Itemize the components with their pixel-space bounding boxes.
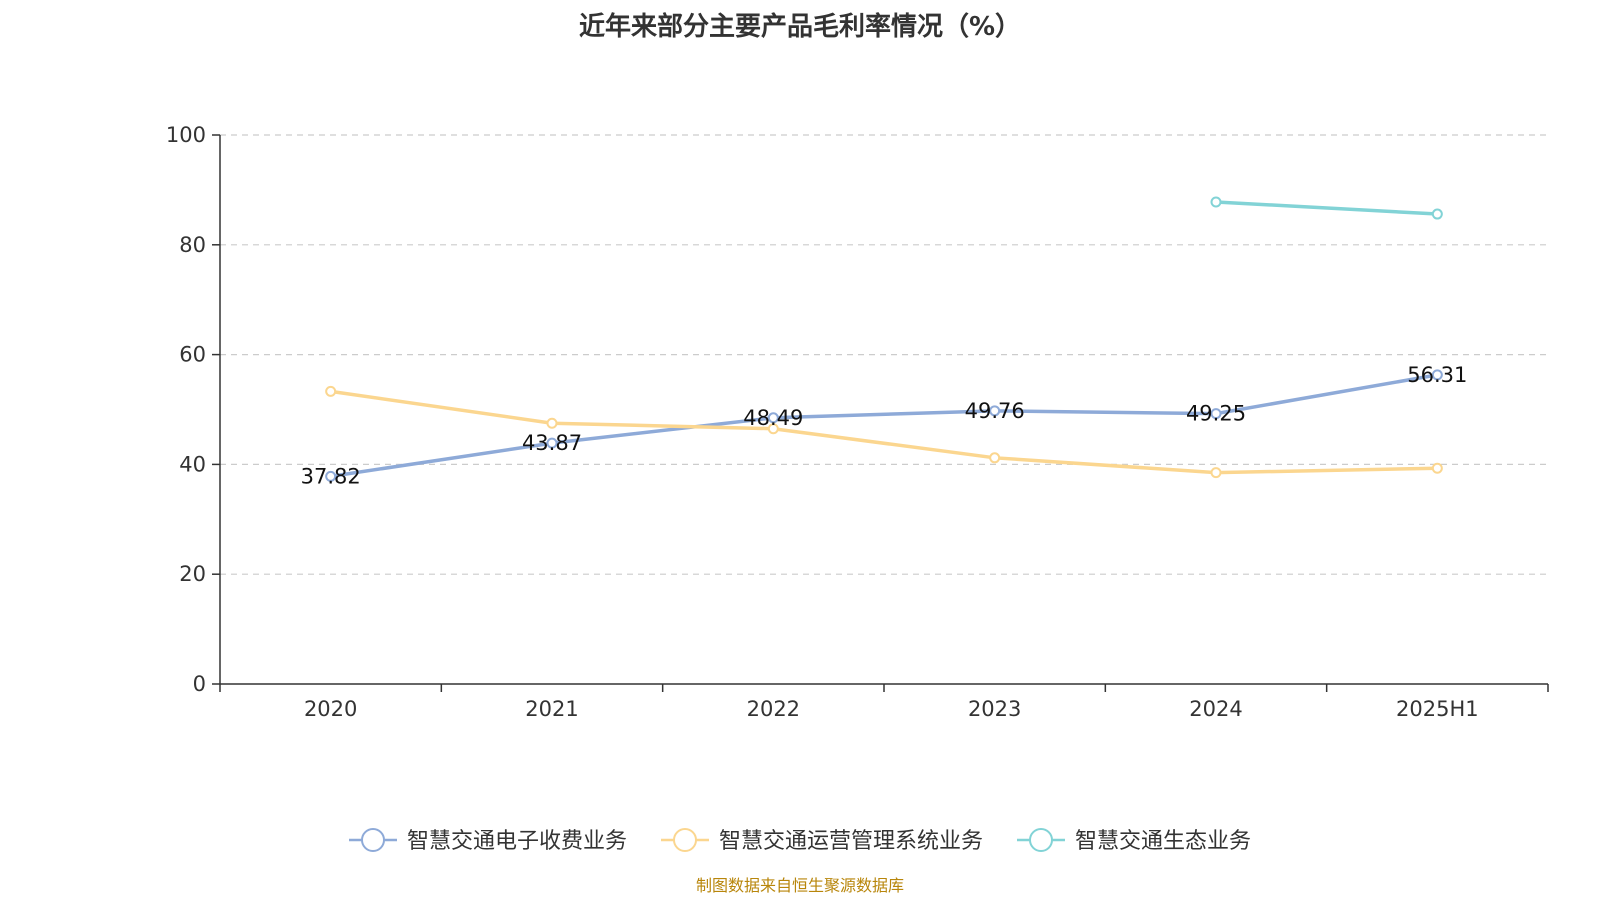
x-tick-label: 2023: [968, 697, 1021, 721]
data-point[interactable]: [546, 437, 558, 449]
source-note: 制图数据来自恒生聚源数据库: [695, 876, 904, 895]
series-3: [1210, 196, 1443, 220]
series-line: [328, 373, 1440, 479]
axes: 0 20 40 60 80 100 2020 2021 2022 2023 2024 2025H1: [166, 123, 1549, 721]
data-point[interactable]: [1431, 462, 1443, 474]
legend-marker-icon: [361, 828, 385, 852]
data-point[interactable]: [1210, 467, 1222, 479]
series-2: [325, 385, 1443, 479]
y-tick-label: 60: [179, 343, 206, 367]
legend[interactable]: 智慧交通电子收费业务 智慧交通运营管理系统业务 智慧交通生态业务: [349, 828, 1251, 854]
data-point[interactable]: [1431, 208, 1443, 220]
x-tick-label: 2020: [304, 697, 357, 721]
series-line: [1214, 200, 1440, 216]
data-point[interactable]: [989, 405, 1001, 417]
chart-title: 近年来部分主要产品毛利率情况（%）: [578, 12, 1022, 42]
y-tick-label: 20: [179, 562, 206, 586]
data-point[interactable]: [1210, 196, 1222, 208]
legend-item[interactable]: 智慧交通生态业务: [1017, 828, 1251, 854]
legend-marker-icon: [1029, 828, 1053, 852]
data-point[interactable]: [325, 470, 337, 482]
legend-item[interactable]: 智慧交通运营管理系统业务: [661, 828, 983, 854]
data-labels: 37.82 43.87 48.49 49.76 49.25 56.31: [301, 363, 1468, 489]
data-point[interactable]: [1210, 408, 1222, 420]
legend-label: 智慧交通电子收费业务: [407, 829, 627, 854]
data-label: 49.76: [965, 399, 1025, 423]
data-label: 56.31: [1407, 363, 1467, 387]
data-point[interactable]: [989, 452, 1001, 464]
grid-lines: [220, 134, 1548, 575]
x-tick-label: 2025H1: [1396, 697, 1479, 721]
legend-label: 智慧交通运营管理系统业务: [719, 829, 983, 854]
series-line: [328, 389, 1440, 475]
y-tick-label: 40: [179, 452, 206, 476]
y-tick-label: 0: [193, 672, 206, 696]
data-label: 49.25: [1186, 402, 1246, 426]
legend-label: 智慧交通生态业务: [1075, 829, 1251, 854]
x-tick-label: 2024: [1189, 697, 1242, 721]
series-1: [325, 369, 1443, 482]
legend-marker-icon: [673, 828, 697, 852]
data-point[interactable]: [325, 385, 337, 397]
y-tick-label: 100: [166, 123, 206, 147]
series: [325, 196, 1443, 482]
data-point[interactable]: [767, 423, 779, 435]
y-tick-label: 80: [179, 233, 206, 257]
data-point[interactable]: [1431, 369, 1443, 381]
x-tick-label: 2021: [525, 697, 578, 721]
data-point[interactable]: [767, 412, 779, 424]
data-point[interactable]: [546, 417, 558, 429]
x-tick-label: 2022: [747, 697, 800, 721]
data-label: 48.49: [743, 406, 803, 430]
data-label: 43.87: [522, 431, 582, 455]
legend-item[interactable]: 智慧交通电子收费业务: [349, 828, 627, 854]
data-label: 37.82: [301, 464, 361, 488]
